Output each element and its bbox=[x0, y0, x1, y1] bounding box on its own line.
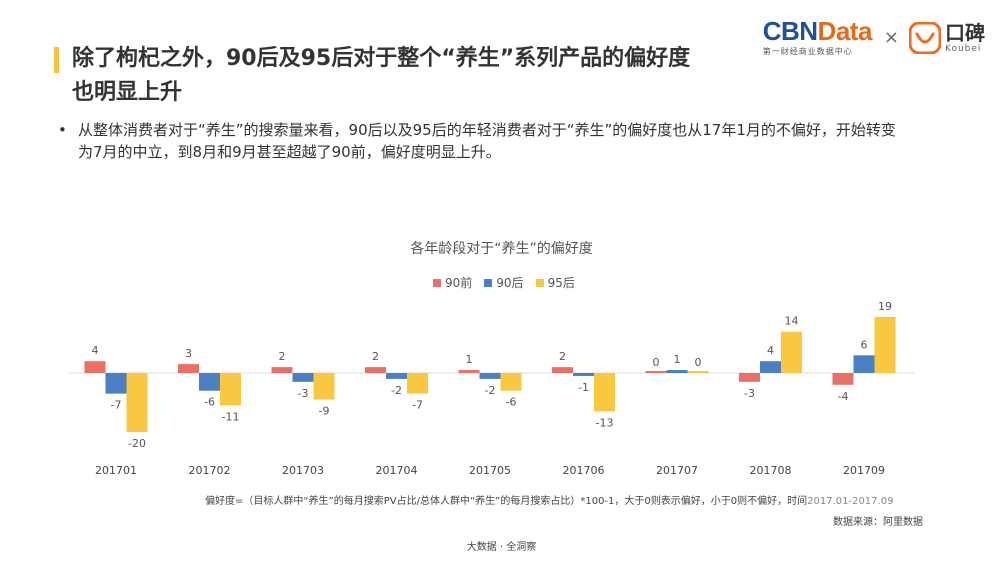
bar-201708-s0 bbox=[739, 373, 760, 382]
data-label-201702-s1: -6 bbox=[204, 396, 215, 409]
legend-swatch bbox=[484, 278, 493, 287]
bar-201707-s0 bbox=[645, 371, 667, 373]
footnote-date-range: 2017.01-2017.09 bbox=[807, 496, 894, 507]
bar-201705-s1 bbox=[479, 373, 501, 379]
x-tick-label-201702: 201702 bbox=[189, 464, 231, 477]
data-label-201703-s2: -9 bbox=[319, 405, 330, 418]
data-label-201706-s1: -1 bbox=[578, 381, 589, 394]
bar-201703-s0 bbox=[271, 367, 293, 373]
bar-201704-s0 bbox=[365, 367, 386, 373]
bar-201702-s2 bbox=[220, 373, 241, 406]
title-accent-bar bbox=[54, 47, 59, 73]
footnote-formula: 偏好度=（目标人群中“养生”的每月搜索PV占比/总体人群中“养生”的每月搜索占比… bbox=[205, 496, 808, 507]
chart-footnote: 偏好度=（目标人群中“养生”的每月搜索PV占比/总体人群中“养生”的每月搜索占比… bbox=[205, 492, 893, 507]
legend-swatch bbox=[433, 278, 441, 287]
bar-201701-s1 bbox=[105, 373, 127, 394]
cbndata-wordmark: CBNData bbox=[762, 16, 873, 46]
data-label-201701-s2: -20 bbox=[128, 437, 146, 450]
bar-201704-s2 bbox=[407, 373, 428, 394]
data-label-201701-s1: -7 bbox=[111, 399, 122, 412]
koubei-logo: 口碑 Koubei bbox=[909, 20, 985, 54]
brand-header: CBNData 第一财经商业数据中心 × 口碑 Koubei bbox=[763, 18, 985, 57]
data-label-201703-s1: -3 bbox=[298, 387, 309, 400]
bar-201708-s2 bbox=[781, 331, 802, 373]
legend-swatch bbox=[535, 278, 544, 287]
data-label-201707-s2: 0 bbox=[695, 356, 702, 369]
bar-201709-s2 bbox=[874, 316, 896, 373]
data-label-201706-s2: -13 bbox=[596, 416, 614, 429]
data-label-201708-s2: 14 bbox=[785, 315, 799, 328]
page-title: 除了枸杞之外，90后及95后对于整个“养生”系列产品的偏好度也明显上升 bbox=[72, 46, 691, 105]
bar-201706-s2 bbox=[594, 373, 615, 412]
data-label-201708-s1: 4 bbox=[767, 344, 774, 357]
bar-201706-s0 bbox=[552, 367, 573, 373]
chart-legend: 90前 90后 95后 bbox=[433, 274, 587, 291]
bar-201701-s2 bbox=[126, 373, 148, 432]
bar-201701-s0 bbox=[84, 361, 106, 373]
x-tick-label-201707: 201707 bbox=[656, 464, 698, 477]
data-label-201709-s1: 6 bbox=[861, 338, 868, 351]
bar-201705-s2 bbox=[500, 373, 522, 391]
koubei-smile-icon bbox=[909, 21, 941, 54]
cbndata-logo: CBNData 第一财经商业数据中心 bbox=[762, 16, 873, 57]
data-source: 数据来源：阿里数据 bbox=[833, 517, 923, 528]
data-label-201708-s0: -3 bbox=[744, 387, 755, 400]
x-tick-label-201706: 201706 bbox=[563, 464, 605, 477]
data-label-201704-s1: -2 bbox=[391, 384, 402, 397]
bar-201708-s1 bbox=[760, 361, 781, 373]
x-tick-label-201703: 201703 bbox=[282, 464, 324, 477]
legend-item-90hou: 90后 bbox=[484, 274, 524, 291]
data-label-201701-s0: 4 bbox=[92, 344, 99, 357]
bar-201709-s1 bbox=[853, 355, 875, 373]
chart-title: 各年龄段对于“养生”的偏好度 bbox=[410, 241, 593, 257]
bar-201705-s0 bbox=[458, 370, 480, 373]
data-label-201709-s2: 19 bbox=[878, 300, 892, 313]
bullet-point: • 从整体消费者对于“养生”的搜索量来看，90后以及95后的年轻消费者对于“养生… bbox=[58, 119, 908, 163]
legend-item-90qian: 90前 bbox=[433, 274, 472, 291]
data-label-201703-s0: 2 bbox=[279, 350, 286, 363]
koubei-name: 口碑 bbox=[945, 20, 985, 45]
x-tick-label-201705: 201705 bbox=[469, 464, 511, 477]
data-label-201704-s2: -7 bbox=[412, 399, 423, 412]
bar-201703-s2 bbox=[313, 373, 335, 400]
cbndata-subtitle: 第一财经商业数据中心 bbox=[762, 47, 853, 56]
bar-201706-s1 bbox=[573, 373, 594, 376]
data-label-201707-s1: 1 bbox=[674, 353, 681, 366]
x-tick-label-201708: 201708 bbox=[750, 464, 792, 477]
x-tick-label-201709: 201709 bbox=[843, 464, 885, 477]
data-label-201709-s0: -4 bbox=[838, 390, 849, 403]
data-label-201704-s0: 2 bbox=[372, 350, 379, 363]
legend-item-95hou: 95后 bbox=[535, 274, 575, 291]
data-label-201702-s0: 3 bbox=[185, 347, 192, 360]
data-label-201702-s2: -11 bbox=[222, 410, 240, 423]
bar-201709-s0 bbox=[832, 373, 854, 385]
bullet-dot-icon: • bbox=[58, 121, 67, 139]
data-label-201705-s1: -2 bbox=[485, 384, 496, 397]
times-separator: × bbox=[883, 27, 899, 48]
bar-201702-s1 bbox=[199, 373, 220, 391]
koubei-name-en: Koubei bbox=[945, 43, 982, 54]
x-tick-label-201701: 201701 bbox=[95, 464, 137, 477]
bar-201702-s0 bbox=[178, 364, 199, 373]
bar-201707-s2 bbox=[687, 371, 709, 373]
data-label-201705-s2: -6 bbox=[506, 396, 517, 409]
data-label-201707-s0: 0 bbox=[653, 356, 660, 369]
bullet-text: 从整体消费者对于“养生”的搜索量来看，90后以及95后的年轻消费者对于“养生”的… bbox=[78, 121, 896, 161]
bar-201703-s1 bbox=[292, 373, 314, 382]
footer-slogan: 大数据 · 全洞察 bbox=[466, 542, 537, 553]
bar-201704-s1 bbox=[386, 373, 407, 379]
x-tick-label-201704: 201704 bbox=[376, 464, 418, 477]
bar-201707-s1 bbox=[666, 370, 688, 373]
data-label-201706-s0: 2 bbox=[559, 350, 566, 363]
data-label-201705-s0: 1 bbox=[466, 353, 473, 366]
